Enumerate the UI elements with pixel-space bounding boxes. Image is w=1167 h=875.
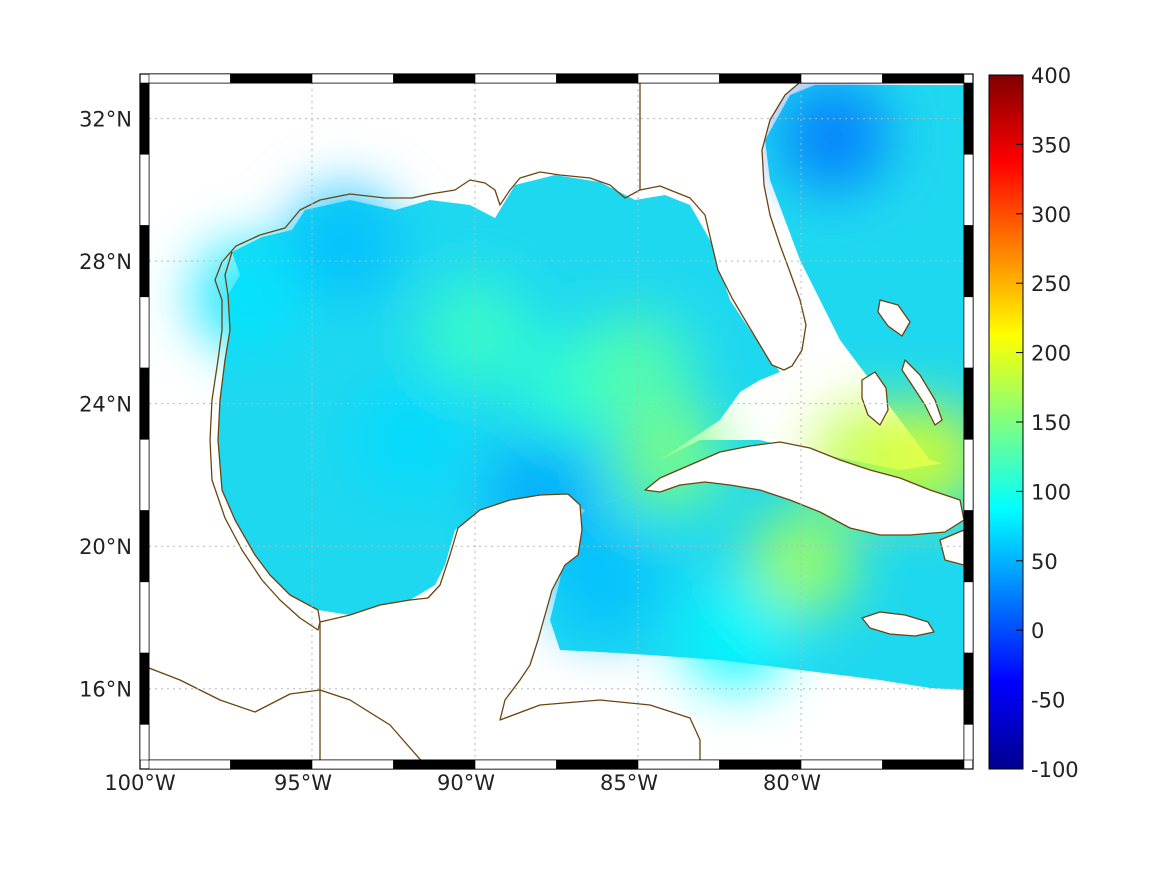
frame-segment-right <box>963 367 974 440</box>
colorbar-tick-label: 250 <box>1031 272 1071 296</box>
field-sample-10 <box>778 83 889 192</box>
hispaniola-edge <box>939 529 964 566</box>
graticule <box>149 83 964 760</box>
frame-segment-top <box>719 73 802 84</box>
frame-segment-left <box>139 296 150 369</box>
y-tick-labels: 16°N 20°N 24°N 28°N 32°N <box>79 108 132 702</box>
frame-segment-right <box>963 82 974 155</box>
field-sample-5 <box>583 313 693 424</box>
frame-segment-bottom <box>230 759 313 770</box>
colorbar-tick-labels: 400 350 300 250 200 150 100 50 0 -50 -100 <box>1016 64 1079 782</box>
x-tick-label: 95°W <box>274 771 332 795</box>
field-sample-3 <box>354 384 465 495</box>
colorbar-tick-label: 150 <box>1031 411 1071 435</box>
florida <box>639 83 807 371</box>
frame-segment-top <box>230 73 313 84</box>
colorbar-tick-label: 200 <box>1031 342 1071 366</box>
frame-segment-bottom <box>393 759 476 770</box>
coastlines <box>149 83 964 760</box>
frame-segment-top <box>148 73 231 84</box>
frame-segment-bottom <box>148 759 231 770</box>
x-tick-label: 100°W <box>104 771 176 795</box>
frame-segment-top <box>474 73 557 84</box>
frame-segment-bottom <box>474 759 557 770</box>
frame-segment-bottom <box>311 759 394 770</box>
field-sample-0 <box>191 241 302 352</box>
frame-segment-top <box>393 73 476 84</box>
frame-segment-top <box>882 73 965 84</box>
field-sample-2 <box>420 277 530 388</box>
frame-segment-bottom <box>719 759 802 770</box>
frame-segment-right <box>963 296 974 369</box>
map-area <box>149 83 964 760</box>
frame-segment-top <box>311 73 394 84</box>
frame-segment-left <box>139 652 150 725</box>
frame-segment-right <box>963 510 974 583</box>
jamaica <box>861 611 935 637</box>
frame-segment-left <box>139 153 150 226</box>
field-sample-6 <box>615 402 726 513</box>
frame-segment-bottom <box>556 759 639 770</box>
frame-segment-bottom <box>637 759 720 770</box>
colorbar-tick-label: -50 <box>1031 689 1065 713</box>
y-tick-label: 32°N <box>79 108 132 132</box>
colorbar-tick-label: 300 <box>1031 203 1071 227</box>
frame-segment-left <box>139 439 150 511</box>
x-tick-label: 85°W <box>600 771 658 795</box>
western-coast <box>209 193 431 631</box>
colorbar-tick-label: -100 <box>1031 758 1079 782</box>
colorbar-tick-label: 100 <box>1031 480 1071 504</box>
frame-segment-right <box>963 724 974 761</box>
cuba <box>644 441 964 536</box>
x-tick-labels: 100°W 95°W 90°W 85°W 80°W <box>104 771 821 795</box>
frame-segment-top <box>800 73 883 84</box>
frame-segment-bottom <box>882 759 965 770</box>
y-tick-label: 24°N <box>79 393 132 417</box>
field-sample-13 <box>680 580 791 691</box>
colorbar-tick-label: 50 <box>1031 550 1058 574</box>
frame-segment-left <box>139 510 150 583</box>
central-america-coast <box>149 667 422 760</box>
frame-segment-left <box>139 367 150 440</box>
frame-scale-bars <box>139 73 974 770</box>
frame-segment-top <box>637 73 720 84</box>
frame-segment-right <box>963 652 974 725</box>
frame-segment-right <box>963 439 974 511</box>
frame-segment-top <box>556 73 639 84</box>
frame-segment-right <box>963 153 974 226</box>
colorbar-tick-label: 0 <box>1031 619 1044 643</box>
bahamas-abaco <box>877 299 911 337</box>
field-sample-1 <box>289 188 400 299</box>
y-tick-label: 20°N <box>79 535 132 559</box>
colorbar-tick-label: 400 <box>1031 64 1071 88</box>
colorbar-tick-label: 350 <box>1031 133 1071 157</box>
northern-coast <box>429 171 641 206</box>
x-tick-label: 80°W <box>763 771 821 795</box>
frame-segment-left <box>139 82 150 155</box>
bahamas-andros <box>861 371 889 426</box>
frame-segment-right <box>963 581 974 654</box>
x-tick-label: 90°W <box>437 771 495 795</box>
frame-segment-left <box>139 225 150 298</box>
frame-segment-left <box>139 581 150 654</box>
yucatan-peninsula <box>319 493 701 760</box>
bahamas-eleuthera <box>901 359 943 426</box>
y-tick-label: 16°N <box>79 678 132 702</box>
frame-segment-right <box>963 225 974 298</box>
frame-segment-bottom <box>800 759 883 770</box>
frame-segment-left <box>139 724 150 761</box>
y-tick-label: 28°N <box>79 250 132 274</box>
